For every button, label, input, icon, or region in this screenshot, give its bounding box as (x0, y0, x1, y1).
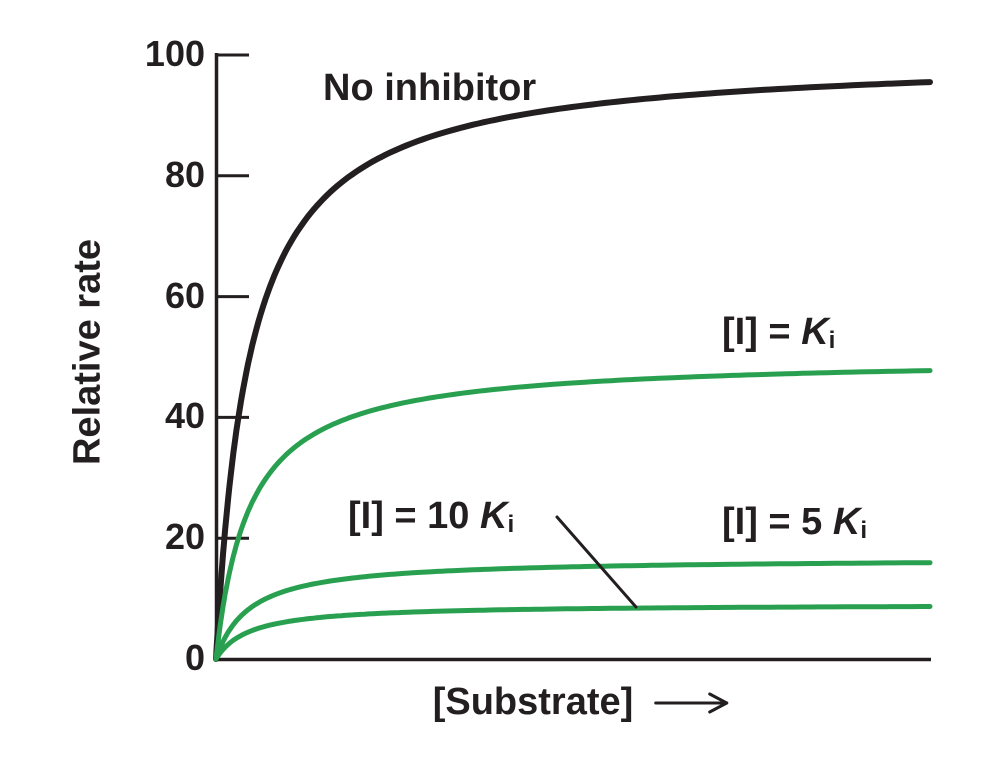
ki-subscript: i (828, 327, 836, 355)
label-prefix: [I] = (722, 311, 802, 353)
curve-i-10-ki (213, 604, 933, 662)
x-axis-title: [Substrate] (432, 681, 634, 723)
y-tick-label: 40 (164, 395, 205, 437)
ki-subscript: i (507, 511, 515, 539)
right-arrow-icon (653, 692, 728, 714)
ki-symbol: K (832, 501, 861, 543)
curve-label-i-eq-ki: [I] = Ki (722, 311, 836, 355)
curve-label-i-eq-5ki: [I] = 5 Ki (722, 501, 868, 545)
curve-label-no-inhibitor: No inhibitor (323, 67, 537, 109)
y-tick-label: 60 (164, 274, 205, 316)
label-prefix: [I] = 10 (348, 495, 480, 537)
y-tick-label: 20 (164, 516, 205, 558)
curve-i-ki (213, 368, 933, 662)
ki-subscript: i (860, 517, 868, 545)
y-tick-label: 0 (184, 637, 205, 679)
ki-symbol: K (801, 311, 829, 353)
x-axis-title-row: [Substrate] (432, 681, 734, 724)
curve-label-i-eq-10ki: [I] = 10 Ki (348, 495, 515, 539)
label-prefix: [I] = 5 (722, 501, 833, 543)
leader-line (555, 515, 638, 609)
y-tick-label: 100 (144, 33, 205, 75)
curve-i-5-ki (213, 560, 933, 662)
y-axis-title: Relative rate (66, 238, 109, 466)
ki-symbol: K (480, 495, 508, 537)
curves-group (213, 79, 933, 662)
y-tick-label: 80 (164, 153, 205, 195)
curve-no-inhibitor (213, 79, 933, 662)
